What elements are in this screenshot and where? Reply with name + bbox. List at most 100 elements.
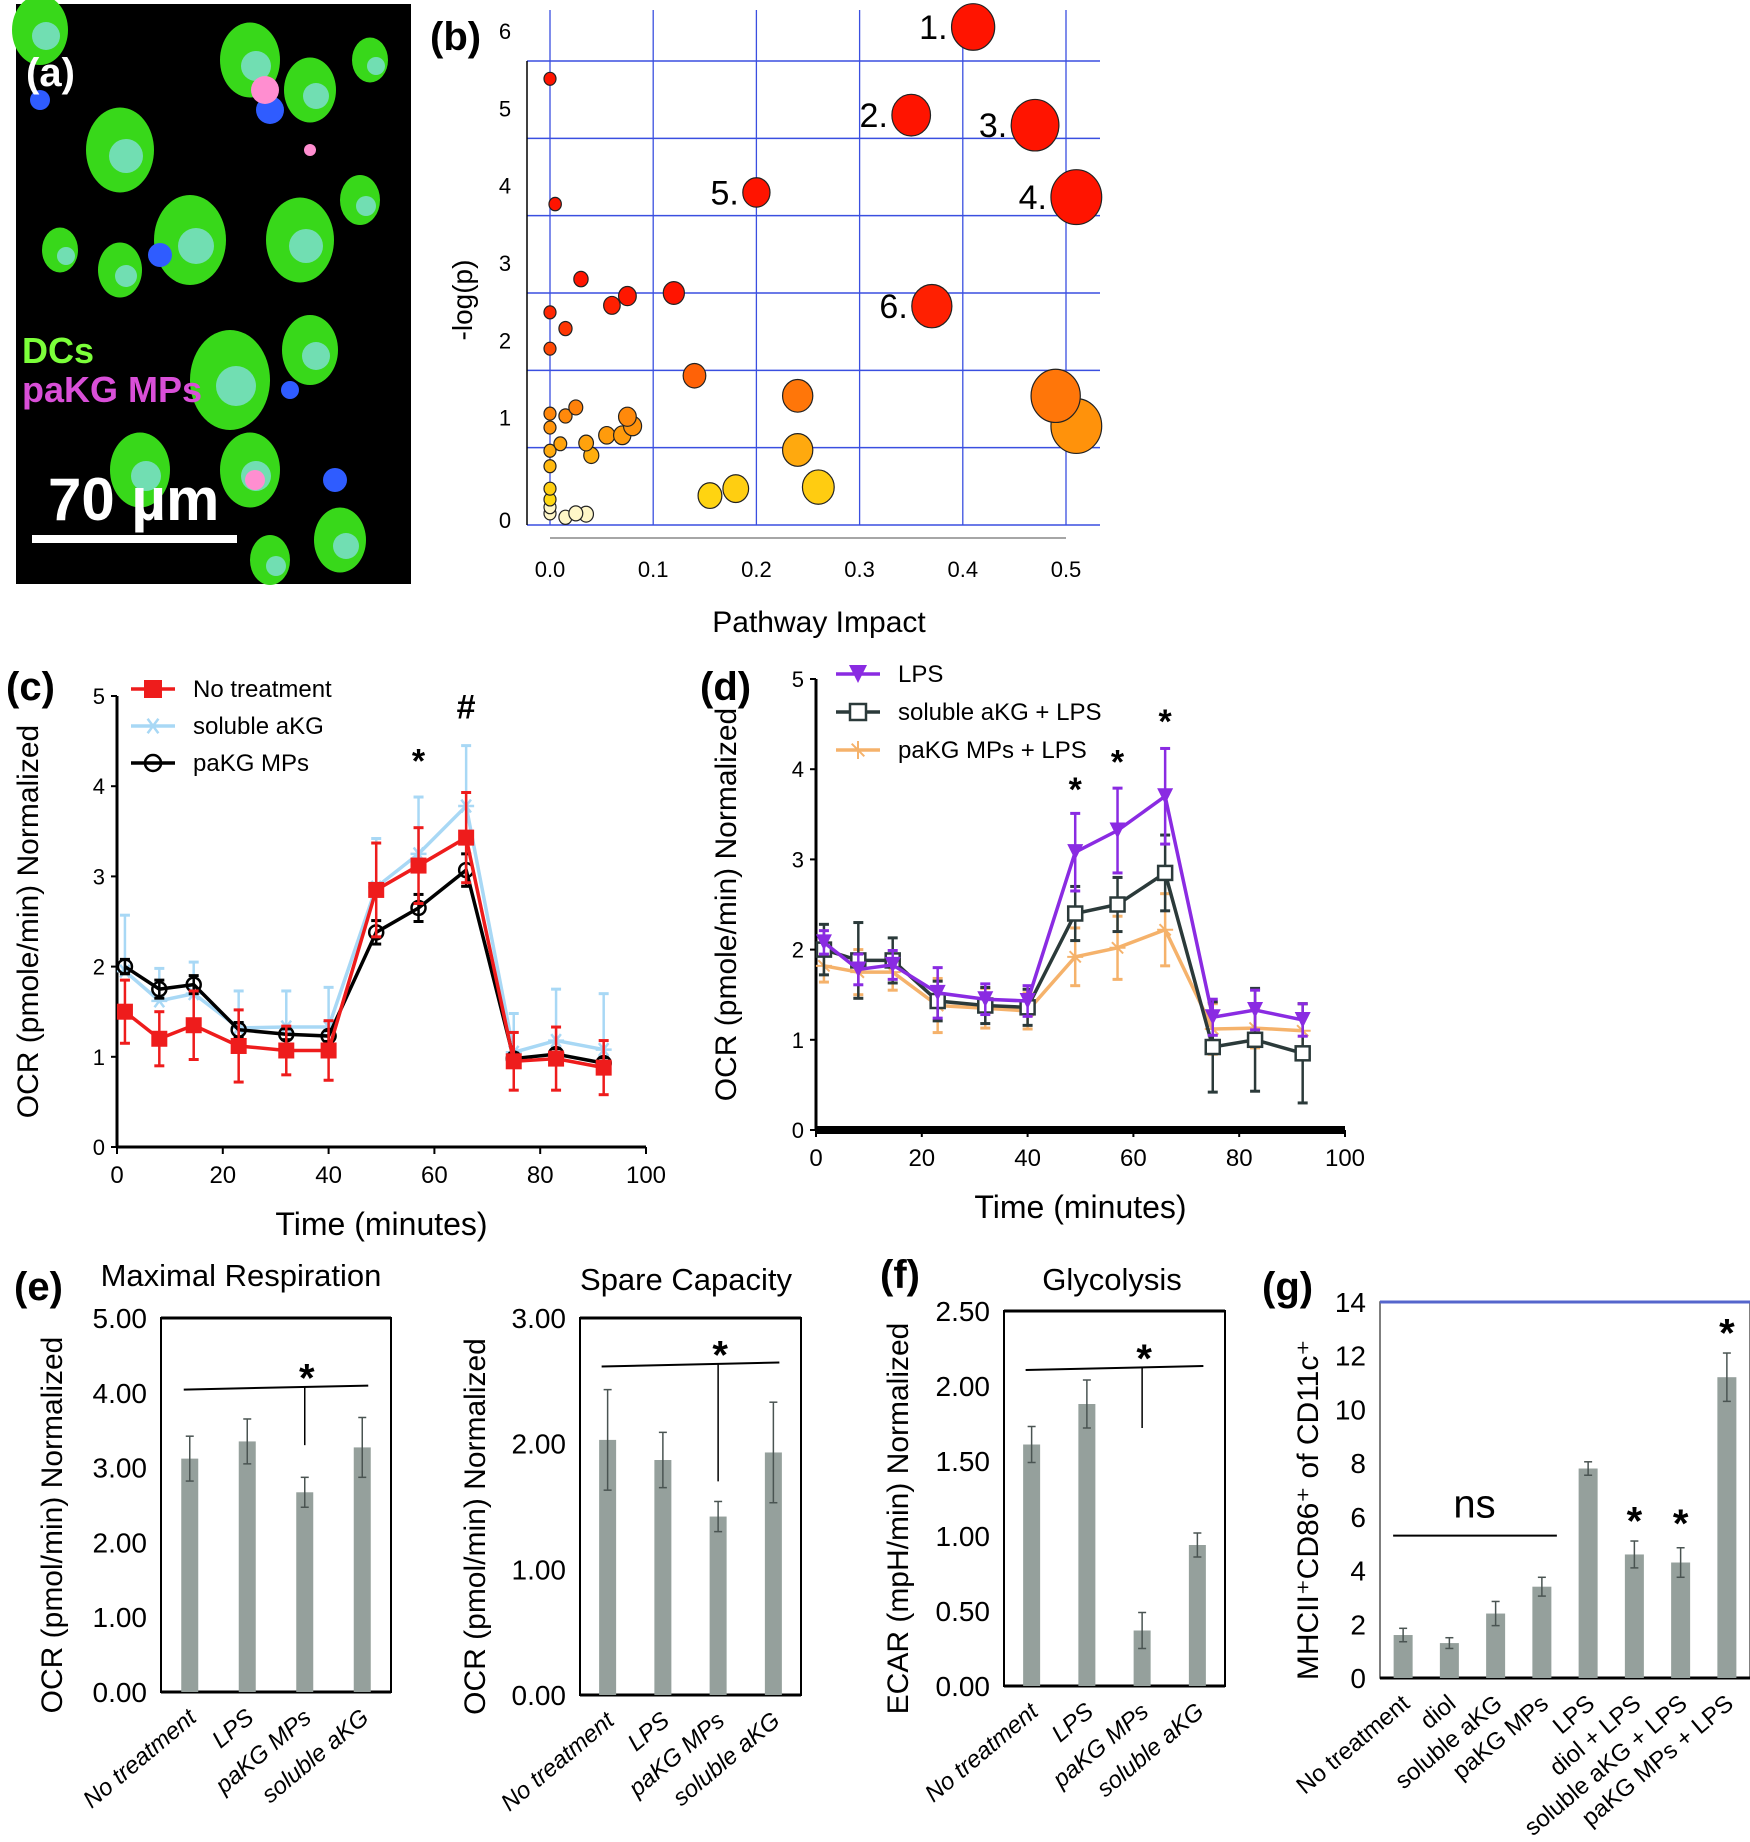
y-tick-label: 5 (93, 684, 105, 709)
cell-nucleus (216, 366, 256, 406)
data-point (722, 474, 750, 504)
marker-open-square (1109, 896, 1126, 913)
legend-entry: No treatment (193, 676, 332, 703)
y-tick-label: 1 (499, 406, 511, 431)
data-point (911, 283, 953, 329)
y-tick-label: 4 (93, 774, 105, 799)
data-point (781, 433, 814, 467)
x-tick-label: 0.3 (844, 557, 875, 582)
panel-c-line-chart: (c) 0 1 2 3 4 5 0 20 40 60 80 100 Time (minutes) OCR (… (6, 665, 666, 1242)
marker-triangle (1067, 844, 1084, 861)
legend-dcs: DCs (22, 330, 94, 371)
y-tick-label: 10 (1335, 1394, 1366, 1425)
data-point (558, 320, 573, 337)
marker-circle (143, 753, 163, 773)
significance-star: * (1627, 1499, 1643, 1543)
point-label: 4. (1019, 179, 1047, 217)
bar (1532, 1586, 1552, 1678)
bar (654, 1460, 672, 1695)
y-tick-label: 0 (499, 508, 511, 533)
marker-triangle (929, 984, 946, 1001)
y-tick-label: 2.00 (512, 1429, 567, 1460)
significance-star: * (712, 1333, 728, 1377)
cell-nucleus (241, 51, 271, 81)
panel-e1-bar-chart: (e) Maximal Respiration 0.00 1.00 2.00 3.00 4.… (14, 1258, 392, 1814)
nucleus (281, 381, 299, 399)
panel-e2-bar-chart: Spare Capacity 0.00 1.00 2.00 3.00 OCR (pmol/… (459, 1262, 802, 1817)
legend-entry: soluble aKG + LPS (898, 699, 1101, 726)
y-tick-label: 3 (93, 864, 105, 889)
y-tick-label: 1 (792, 1028, 804, 1053)
series-no-treatment (116, 791, 612, 1097)
y-tick-label: 0.00 (936, 1671, 991, 1702)
marker-square (505, 1053, 522, 1070)
panel-label-f: (f) (880, 1253, 920, 1297)
marker-triangle (1157, 788, 1174, 805)
bar (1671, 1562, 1691, 1678)
point-label: 3. (979, 107, 1007, 145)
marker-triangle (849, 665, 867, 683)
marker-square (548, 1050, 565, 1067)
significance-line (1025, 1365, 1204, 1371)
bar (353, 1447, 371, 1692)
y-axis-title: OCR (pmol/min) Normalized (459, 1338, 492, 1715)
bar (599, 1439, 617, 1695)
y-axis-title: OCR (pmol/min) Normalized (36, 1337, 69, 1714)
data-point (742, 177, 771, 208)
marker-square (151, 1030, 168, 1047)
significance-star: * (1719, 1311, 1735, 1355)
x-tick-label: 40 (1014, 1145, 1041, 1172)
cell-nucleus (115, 265, 137, 287)
bar (1486, 1613, 1506, 1678)
y-tick-label: 0 (1350, 1663, 1366, 1694)
cell-nucleus (109, 139, 143, 173)
marker-open-square (1066, 905, 1084, 922)
y-tick-label: 2.00 (93, 1527, 148, 1558)
y-tick-label: 0.00 (512, 1680, 567, 1711)
cell-nucleus (289, 229, 323, 263)
y-tick-label: 2 (93, 955, 105, 980)
x-tick-label: 0.1 (638, 557, 669, 582)
marker-star (1067, 948, 1084, 965)
data-point (568, 505, 584, 522)
x-tick-label: 0 (809, 1145, 822, 1172)
data-point (543, 443, 557, 458)
significance-mark: * (1159, 703, 1173, 741)
y-tick-label: 3 (792, 847, 804, 872)
x-axis-title: Time (minutes) (974, 1189, 1186, 1225)
data-point (950, 3, 996, 51)
chart-title: Spare Capacity (580, 1262, 792, 1297)
y-tick-label: 1.00 (512, 1554, 567, 1585)
significance-mark: * (1069, 771, 1083, 809)
significance-star: * (1673, 1502, 1689, 1546)
data-point (573, 270, 589, 288)
x-axis-title: Time (minutes) (275, 1206, 487, 1242)
bar (1133, 1630, 1151, 1686)
marker-open-square (1204, 1038, 1221, 1056)
data-point (617, 285, 637, 307)
data-point (548, 196, 562, 212)
panel-d-line-chart: (d) 0 1 2 3 4 5 0 20 40 60 80 100 Time (minutes) OCR (… (700, 661, 1365, 1225)
data-point (543, 481, 557, 496)
cell-nucleus (333, 533, 359, 559)
y-tick-label: 5 (499, 96, 511, 121)
marker-triangle (1109, 822, 1126, 839)
data-point (697, 482, 723, 510)
data-point (1050, 169, 1103, 226)
significance-star: * (299, 1357, 315, 1401)
legend-entry: paKG MPs (193, 750, 309, 777)
x-tick-label: 0 (110, 1162, 123, 1189)
data-point (553, 436, 568, 452)
y-tick-label: 4 (792, 757, 804, 782)
data-point (1010, 98, 1060, 152)
significance-mark: * (412, 743, 426, 781)
marker-square (185, 1017, 202, 1034)
cell-nucleus (303, 83, 329, 109)
chart-title: Maximal Respiration (101, 1258, 382, 1293)
point-label: 6. (879, 288, 907, 326)
y-axis-title: -log(p) (447, 260, 478, 341)
x-tick-label: 0.2 (741, 557, 772, 582)
x-tick-label: 20 (908, 1145, 935, 1172)
